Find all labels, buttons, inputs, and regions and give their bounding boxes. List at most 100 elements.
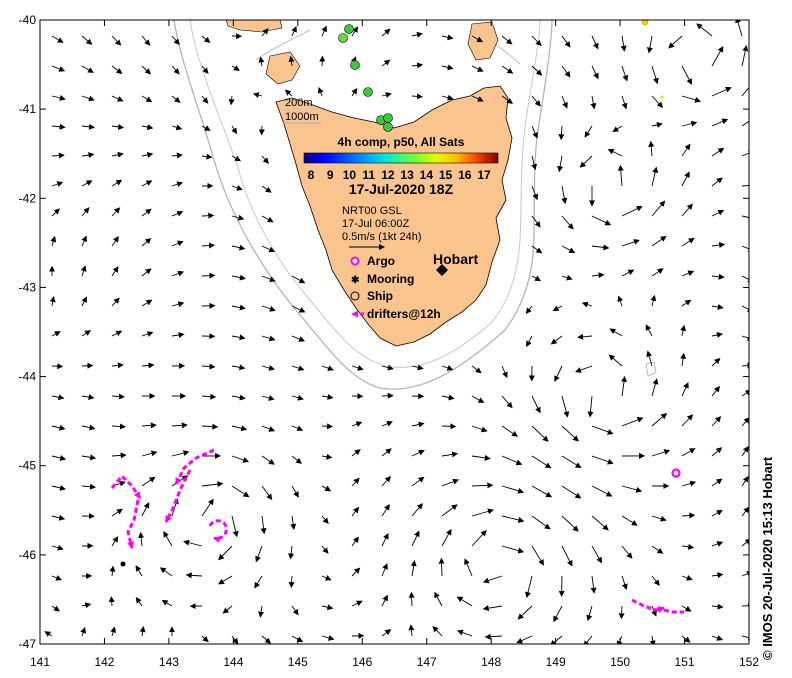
- current-arrow: [561, 395, 570, 418]
- current-arrow: [441, 504, 458, 517]
- legend-mooring-label: Mooring: [367, 272, 414, 286]
- current-arrow: [525, 305, 533, 314]
- current-arrow: [201, 212, 215, 219]
- current-arrow: [735, 20, 743, 37]
- current-arrow: [291, 275, 306, 284]
- current-arrow: [711, 209, 725, 217]
- current-arrow: [741, 45, 749, 67]
- current-arrow: [621, 95, 628, 110]
- current-arrow: [484, 633, 503, 640]
- current-arrow: [141, 237, 152, 247]
- hobart-marker: [436, 264, 448, 276]
- current-arrow: [711, 46, 724, 67]
- current-arrow: [252, 92, 263, 99]
- argo-float-marker: [671, 468, 681, 478]
- current-arrow: [141, 208, 152, 217]
- current-arrow: [583, 635, 593, 644]
- current-arrow: [651, 449, 671, 457]
- current-arrow: [261, 245, 276, 253]
- isobath-1000m: [173, 20, 553, 390]
- current-arrow: [111, 536, 119, 547]
- current-arrow: [711, 177, 723, 187]
- current-arrow: [711, 273, 725, 280]
- current-arrow: [711, 86, 732, 97]
- current-arrow: [201, 272, 216, 279]
- current-arrow: [651, 95, 664, 108]
- current-arrow: [531, 485, 553, 498]
- current-arrow: [201, 35, 211, 43]
- current-arrow: [711, 147, 725, 157]
- current-arrow: [711, 357, 721, 367]
- current-arrow: [441, 64, 454, 71]
- current-arrow: [201, 153, 213, 160]
- current-arrow: [260, 515, 267, 535]
- current-arrow: [111, 330, 123, 337]
- current-arrow: [51, 544, 64, 551]
- current-arrow: [201, 481, 224, 488]
- current-arrow: [351, 449, 361, 457]
- y-tick-label: -42: [19, 191, 37, 205]
- current-arrow: [291, 425, 304, 432]
- current-arrow: [471, 365, 482, 374]
- current-arrow: [590, 575, 597, 594]
- current-arrow: [231, 125, 238, 135]
- current-arrow: [561, 185, 568, 205]
- legend: 200m 1000m 4h comp, p50, All Sats 8 9 10 11…: [283, 97, 499, 321]
- current-arrow: [621, 269, 635, 277]
- current-arrow: [711, 603, 724, 610]
- current-arrow: [651, 65, 659, 85]
- current-arrow: [51, 575, 63, 581]
- current-arrow: [171, 95, 181, 103]
- current-arrow: [501, 65, 514, 74]
- current-arrow: [554, 365, 563, 382]
- current-arrow: [651, 605, 657, 617]
- current-arrow: [185, 572, 203, 579]
- current-arrow: [411, 503, 423, 517]
- hobart-label: Hobart: [433, 251, 478, 267]
- current-arrow: [645, 324, 653, 337]
- current-arrow: [651, 378, 659, 397]
- current-arrow: [141, 124, 154, 130]
- current-arrow: [81, 296, 87, 307]
- current-arrow: [141, 65, 152, 75]
- current-arrow: [111, 236, 119, 247]
- current-arrow: [531, 245, 543, 254]
- current-arrow: [111, 393, 125, 400]
- current-arrow: [81, 602, 92, 609]
- y-tick-label: -41: [19, 102, 37, 116]
- current-arrow: [531, 275, 542, 281]
- current-arrow: [171, 210, 184, 217]
- current-arrow: [258, 605, 265, 618]
- current-arrow: [681, 299, 692, 307]
- current-arrow: [44, 631, 53, 637]
- current-arrow: [501, 455, 523, 466]
- current-arrow: [557, 155, 564, 173]
- current-arrow: [201, 65, 209, 74]
- current-arrow: [612, 125, 623, 133]
- current-arrow: [531, 545, 545, 566]
- current-arrow: [381, 475, 391, 487]
- current-arrow: [741, 445, 749, 457]
- current-arrow: [441, 423, 457, 430]
- current-arrow: [80, 627, 86, 637]
- current-arrow: [171, 152, 183, 159]
- current-arrow: [135, 596, 143, 607]
- current-arrow: [591, 425, 614, 435]
- current-arrow: [51, 181, 64, 187]
- colorbar-tick-label: 12: [381, 168, 395, 182]
- current-arrow: [741, 634, 749, 641]
- current-arrow: [618, 605, 625, 620]
- current-arrow: [291, 455, 302, 464]
- current-arrow: [81, 394, 95, 400]
- current-arrow: [141, 476, 156, 487]
- current-arrow: [711, 118, 729, 127]
- x-tick-label: 149: [546, 655, 566, 669]
- current-arrow: [531, 125, 538, 139]
- current-arrow: [531, 185, 539, 201]
- current-arrow: [441, 451, 459, 458]
- legend-argo-label: Argo: [367, 254, 395, 268]
- current-arrow: [591, 272, 605, 279]
- current-arrow: [51, 484, 66, 491]
- current-arrow: [261, 425, 276, 432]
- current-arrow: [681, 203, 693, 217]
